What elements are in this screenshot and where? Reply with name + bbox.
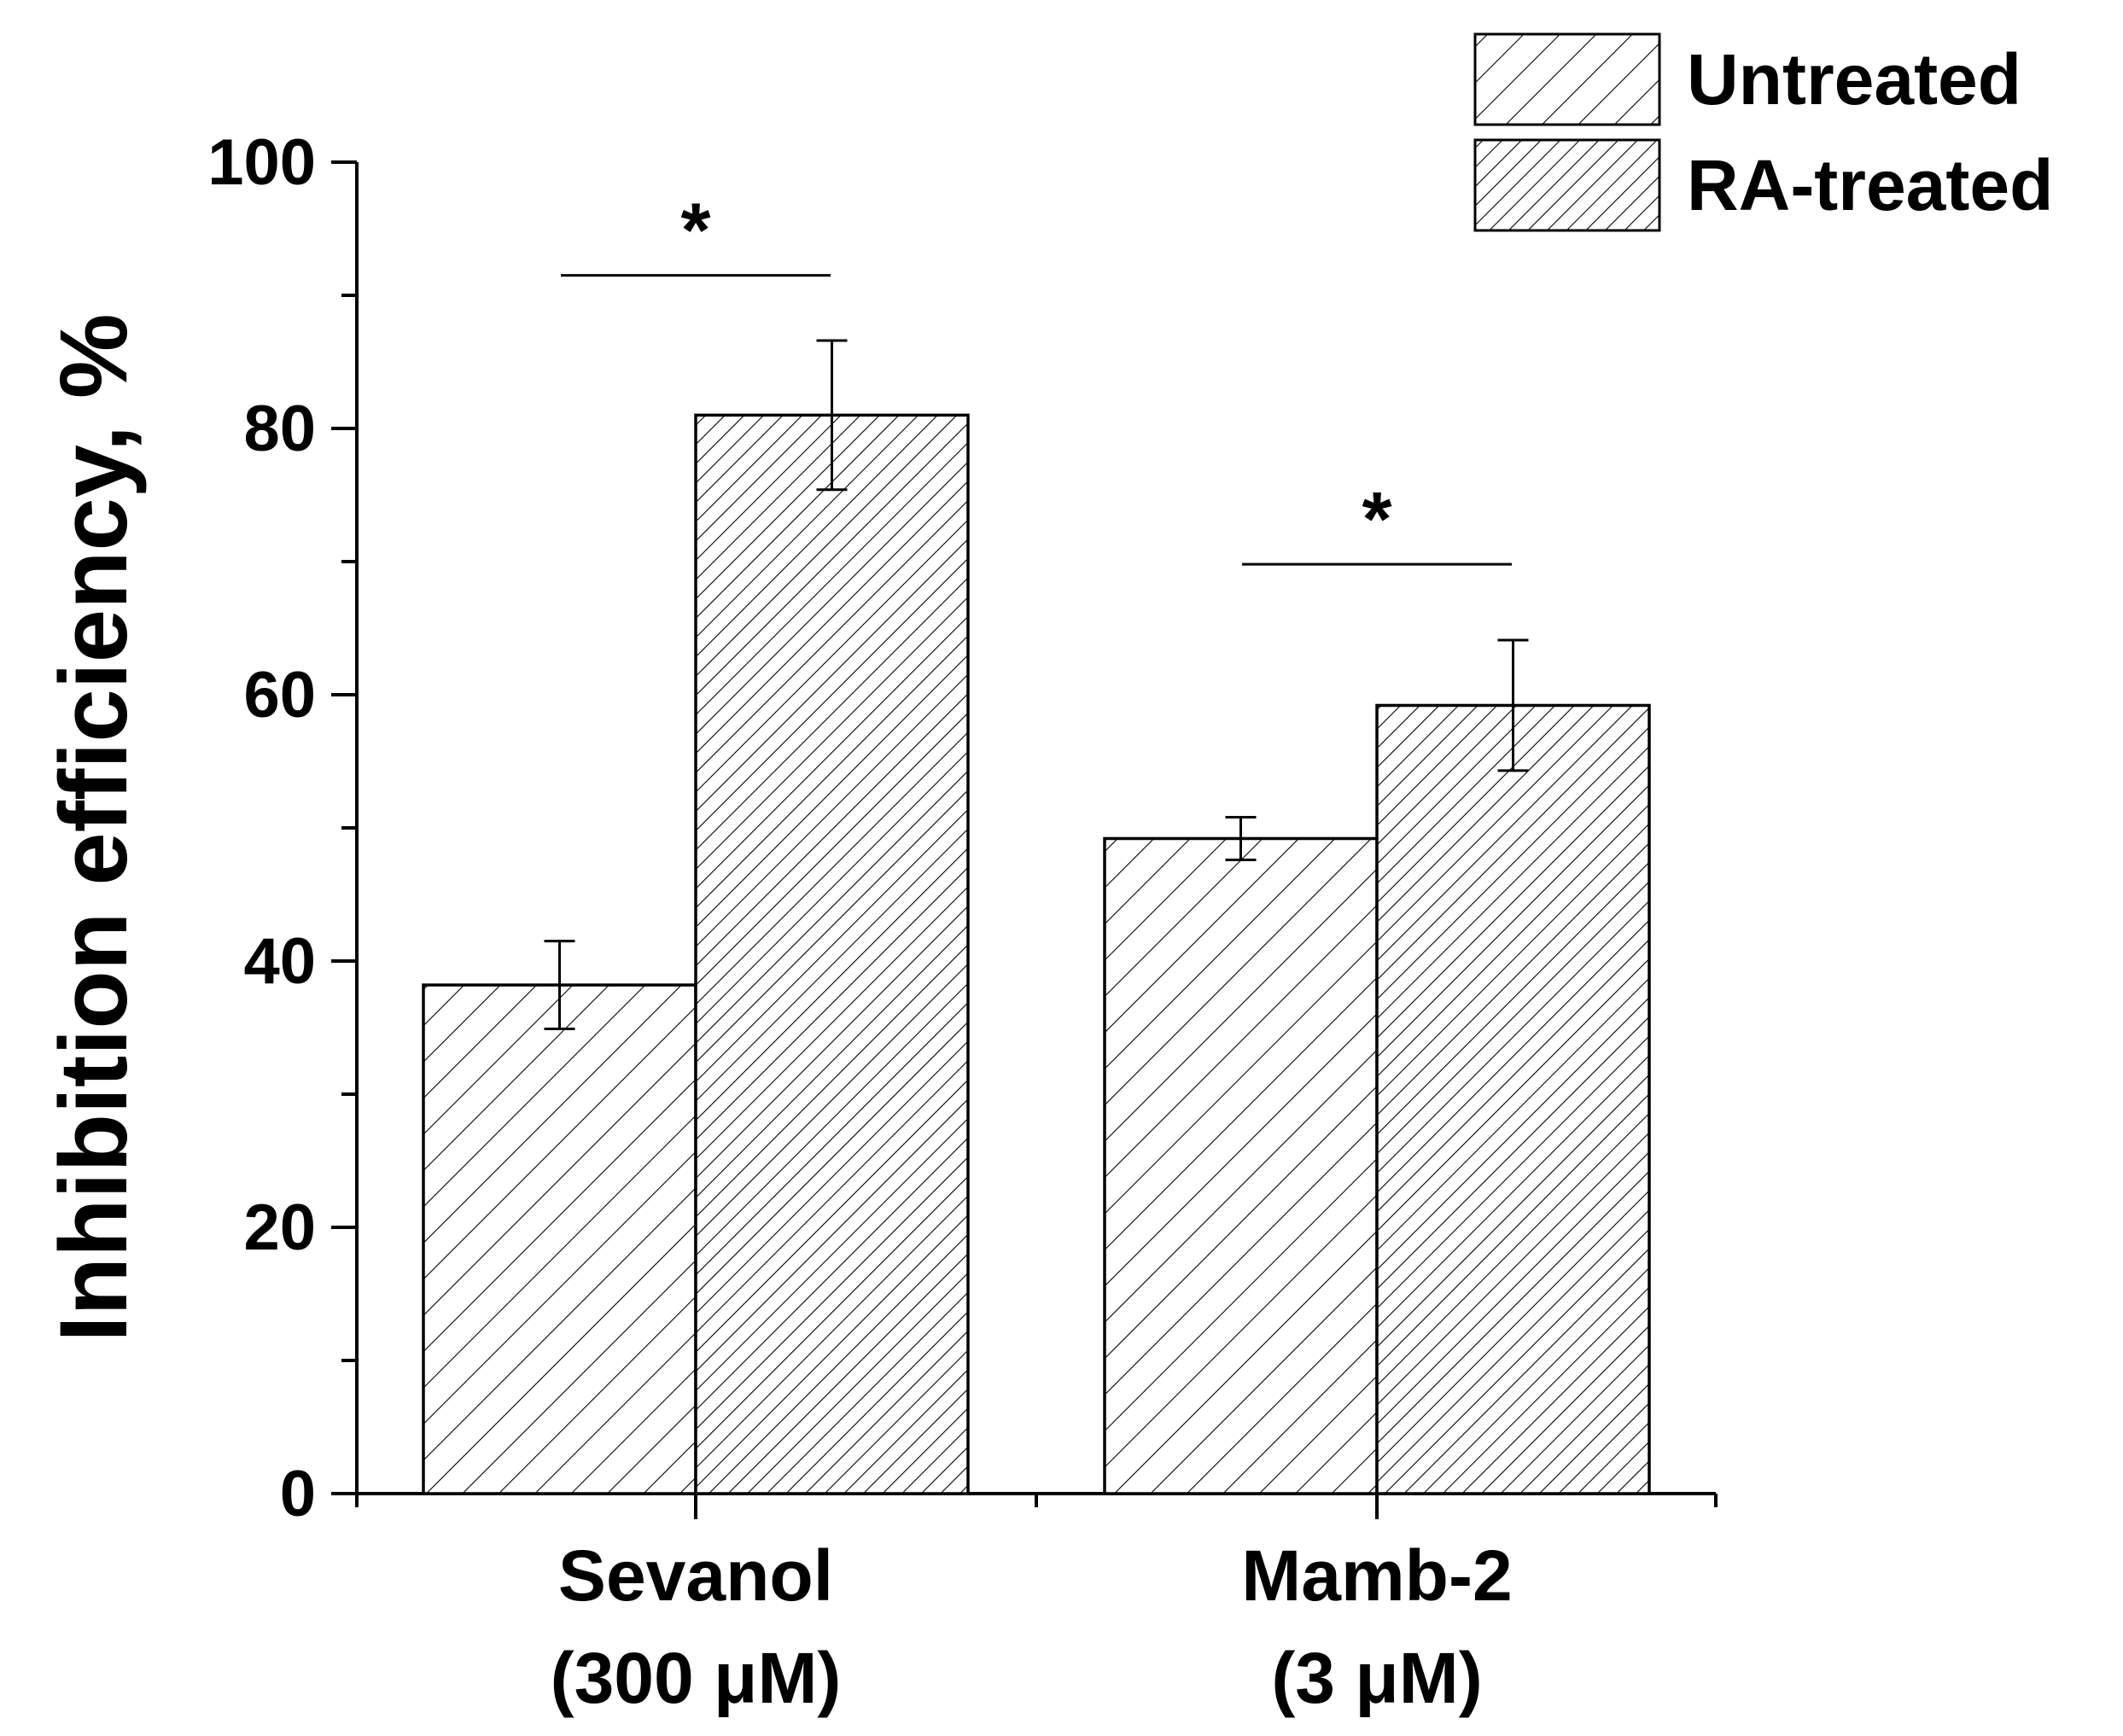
y-tick-label: 0	[280, 1458, 316, 1530]
legend: Untreated RA-treated	[1473, 32, 2053, 232]
bar-ra-treated-1	[1375, 703, 1651, 1495]
bar-untreated-1	[1103, 836, 1379, 1495]
error-bar	[1225, 816, 1257, 861]
significance-asterisk: *	[1362, 477, 1391, 562]
category-label-mamb2: Mamb-2	[1241, 1535, 1512, 1616]
x-tick-labels: Sevanol (300 μM) Mamb-2 (3 μM)	[551, 1535, 1513, 1718]
legend-label-ra-treated: RA-treated	[1687, 145, 2053, 225]
legend-swatch-ra-treated	[1473, 138, 1661, 232]
bar-ra-treated-0	[694, 413, 970, 1495]
category-label-sevanol-dose: (300 μM)	[551, 1638, 842, 1718]
bar-untreated-0	[422, 983, 697, 1495]
bars	[422, 413, 1651, 1495]
y-tick-label: 20	[243, 1191, 316, 1264]
y-tick-label: 100	[207, 126, 316, 199]
y-tick-label: 40	[243, 925, 316, 998]
category-label-sevanol: Sevanol	[558, 1535, 833, 1616]
category-label-mamb2-dose: (3 μM)	[1271, 1638, 1482, 1718]
y-tick-label: 80	[243, 393, 316, 465]
significance-markers: **	[561, 189, 1512, 566]
y-axis-label: Inhibition efficiency, %	[40, 313, 147, 1342]
axes: 0 20 40 60 80 100	[207, 126, 1718, 1530]
error-bar	[544, 940, 575, 1031]
error-bar	[816, 339, 848, 492]
x-ticks	[355, 1494, 1718, 1519]
error-bars	[544, 339, 1529, 1031]
error-bar	[1497, 638, 1529, 772]
legend-swatch-untreated	[1473, 32, 1661, 126]
y-ticks: 0 20 40 60 80 100	[207, 126, 357, 1530]
legend-label-untreated: Untreated	[1687, 39, 2021, 119]
significance-asterisk: *	[680, 189, 710, 274]
y-tick-label: 60	[243, 659, 316, 731]
